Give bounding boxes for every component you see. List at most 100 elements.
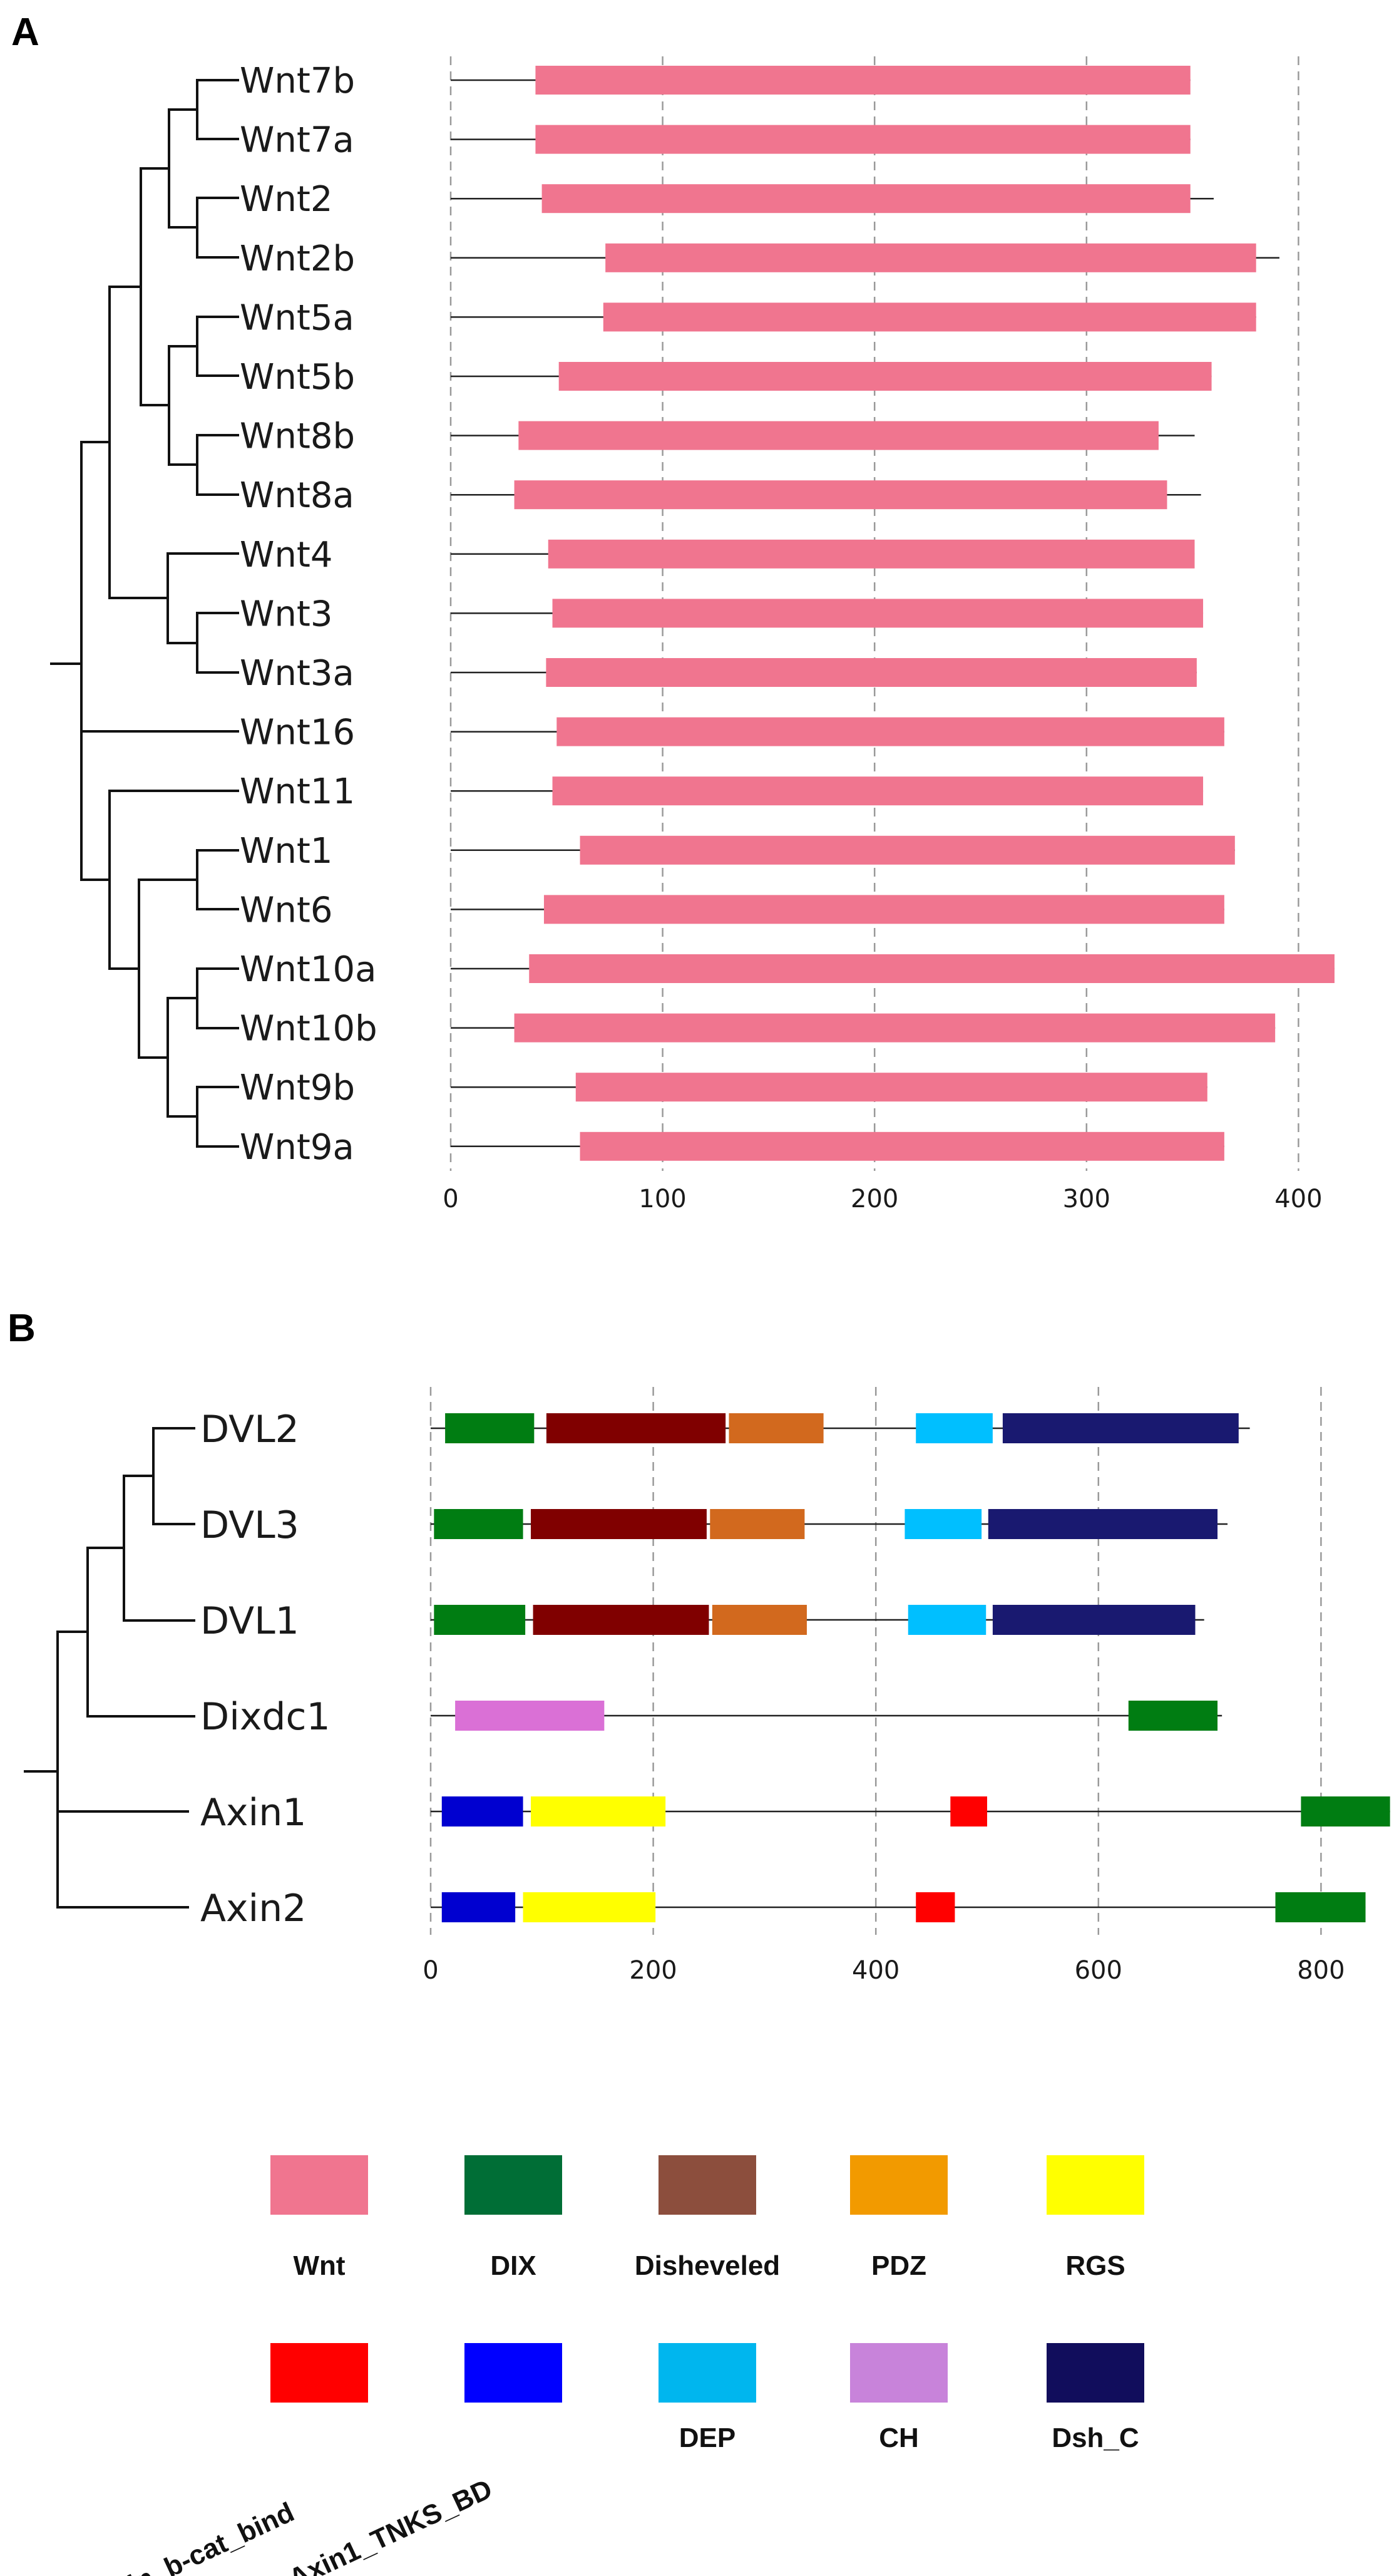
gene-label: DVL1 (200, 1599, 299, 1643)
domain-bar-disheveled (531, 1509, 707, 1539)
domain-bar-wnt (580, 835, 1235, 865)
x-tick-label: 100 (638, 1185, 686, 1213)
gene-label: Wnt9b (240, 1068, 355, 1108)
panel-a-label: A (11, 11, 39, 54)
gene-label: Wnt6 (240, 890, 332, 930)
domain-bar-wnt (543, 895, 1224, 924)
gene-label: Axin2 (200, 1887, 306, 1930)
tree-branch (140, 167, 170, 406)
panel-a: A (11, 11, 1335, 1213)
tree-branch (86, 1547, 195, 1718)
tree-branch (123, 1475, 195, 1622)
legend-swatch (659, 2155, 756, 2215)
gene-label: Wnt7b (240, 61, 355, 101)
domain-bar-wnt (541, 184, 1191, 214)
domain-bar-wnt (548, 539, 1195, 569)
gene-label: Axin1 (200, 1791, 306, 1835)
tree-branch (168, 108, 198, 229)
gene-label: Wnt4 (240, 535, 332, 575)
domain-bar-axin-b-cat-bind (950, 1796, 987, 1826)
x-tick-label: 200 (851, 1185, 898, 1213)
domain-bar-dep (916, 1413, 993, 1443)
tree-branch (196, 612, 239, 674)
legend: Wnt DIX Disheveled PDZ RGS Axin_b-cat_bindAxi… (91, 2155, 1144, 2576)
domain-bar-pdz (729, 1413, 824, 1443)
tree-branch (196, 316, 239, 377)
domain-bar-rgs (523, 1892, 656, 1922)
gene-label: Wnt16 (240, 713, 355, 753)
domain-bar-axin1-tnks-bd (441, 1796, 523, 1826)
domain-bar-wnt (580, 1131, 1224, 1161)
domain-bar-wnt (535, 125, 1191, 154)
domain-bar-wnt (529, 954, 1335, 983)
domain-bar-dix (434, 1605, 526, 1635)
gene-label: Wnt11 (240, 771, 355, 812)
domain-bar-pdz (710, 1509, 805, 1539)
domain-bar-rgs (531, 1796, 666, 1826)
domain-bar-pdz (712, 1605, 807, 1635)
legend-label: Axin1_TNKS_BD (284, 2473, 497, 2576)
domain-bar-dsh-c (988, 1509, 1218, 1539)
tree-branch (167, 552, 239, 644)
legend-swatch (659, 2343, 756, 2403)
domain-bar-axin1-tnks-bd (441, 1892, 516, 1922)
tree-branch (80, 441, 239, 881)
x-tick-label: 0 (443, 1185, 458, 1213)
domain-bar-dep (905, 1509, 982, 1539)
legend-label: DIX (490, 2250, 536, 2281)
domain-bar-dep (908, 1605, 987, 1635)
gene-label: Wnt2 (240, 179, 332, 220)
legend-label: DEP (679, 2423, 735, 2453)
panel-b: B DVL2 DVL3 DVL1 Dixdc1 Axin1 Axin2 0 200 400 60… (8, 1307, 1390, 1985)
tree-branch (196, 1086, 239, 1148)
tree-branch (196, 79, 239, 140)
x-tick-label: 400 (1274, 1185, 1322, 1213)
legend-swatch (850, 2343, 948, 2403)
panel-a-x-axis: 0 100 200 300 400 (443, 1185, 1322, 1213)
legend-label: CH (879, 2423, 919, 2453)
domain-bar-wnt (575, 1073, 1207, 1102)
legend-swatch (1047, 2343, 1144, 2403)
domain-bar-dix (434, 1509, 523, 1539)
gene-label: Wnt9a (240, 1127, 354, 1168)
domain-bar-wnt (546, 658, 1197, 687)
domain-bar-ch (455, 1701, 605, 1731)
domain-bar-wnt (514, 480, 1167, 510)
gene-label: Wnt3a (240, 653, 354, 694)
x-tick-label: 300 (1063, 1185, 1110, 1213)
tree-branch (108, 286, 169, 599)
gene-label: Wnt1 (240, 831, 332, 872)
x-tick-label: 400 (852, 1956, 899, 1985)
x-tick-label: 600 (1075, 1956, 1122, 1985)
domain-bar-disheveled (546, 1413, 726, 1443)
domain-bar-wnt (518, 421, 1159, 450)
legend-label: Disheveled (635, 2250, 780, 2281)
domain-bar-dix (1275, 1892, 1366, 1922)
gene-label: Wnt8b (240, 416, 355, 457)
legend-swatch (270, 2155, 368, 2215)
panel-b-gridlines (429, 1387, 1322, 1935)
domain-bar-wnt (556, 717, 1224, 746)
panel-b-rows: DVL2 DVL3 DVL1 Dixdc1 Axin1 Axin2 (200, 1408, 1390, 1930)
tree-branch (168, 345, 198, 466)
gene-label: Wnt3 (240, 594, 332, 634)
tree-branch (196, 849, 239, 910)
legend-swatch (850, 2155, 948, 2215)
tree-branch (152, 1427, 195, 1525)
domain-bar-dix (1301, 1796, 1390, 1826)
domain-bar-disheveled (533, 1605, 709, 1635)
domain-bar-axin-b-cat-bind (916, 1892, 955, 1922)
tree-branch (196, 967, 239, 1029)
legend-label: Axin_b-cat_bind (91, 2496, 299, 2576)
domain-bar-wnt (603, 302, 1256, 332)
legend-swatch (1047, 2155, 1144, 2215)
x-tick-label: 200 (629, 1956, 677, 1985)
gene-label: Wnt5b (240, 357, 355, 398)
gene-label: Wnt10b (240, 1009, 377, 1049)
domain-bar-dix (1128, 1701, 1218, 1731)
domain-bar-wnt (552, 776, 1204, 806)
tree-branch (196, 197, 239, 259)
x-tick-label: 0 (423, 1956, 438, 1985)
panel-b-label: B (8, 1307, 36, 1350)
